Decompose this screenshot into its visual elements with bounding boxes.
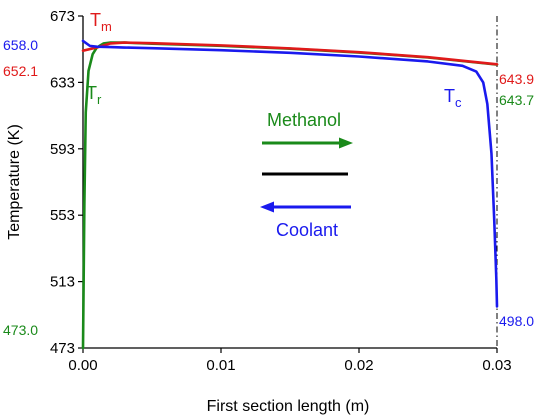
coolant-arrowhead-icon [260, 201, 274, 213]
tr-label-main: T [86, 83, 97, 103]
tm-end-value: 643.9 [499, 71, 534, 87]
y-axis-title: Temperature (K) [6, 124, 23, 240]
y-tick-label: 673 [50, 8, 75, 25]
y-tick-label: 593 [50, 141, 75, 158]
x-axis-title: First section length (m) [207, 398, 370, 415]
y-tick-label: 473 [50, 340, 75, 357]
series-line-tm [81, 41, 499, 66]
tr-start-value: 473.0 [3, 322, 38, 338]
tc-label: Tc [444, 86, 462, 110]
tm-label-sub: m [101, 19, 112, 34]
tr-label-sub: r [97, 92, 102, 107]
y-tick-label: 513 [50, 274, 75, 291]
series-lines [81, 39, 499, 350]
x-tick-label: 0.03 [482, 357, 511, 374]
coolant-label: Coolant [276, 220, 338, 240]
tc-end-value: 498.0 [499, 313, 534, 329]
flow-legend: Methanol Coolant [260, 110, 353, 240]
tr-end-value: 643.7 [499, 92, 534, 108]
tc-start-value: 658.0 [3, 37, 38, 53]
x-axis-ticks: 0.00 0.01 0.02 0.03 [68, 348, 512, 374]
x-tick-label: 0.02 [344, 357, 373, 374]
tc-label-main: T [444, 86, 455, 106]
tm-label-main: T [90, 10, 101, 30]
y-axis-ticks: 473 513 553 593 633 673 [50, 8, 83, 357]
x-tick-label: 0.00 [68, 357, 97, 374]
tr-label: Tr [86, 83, 102, 107]
series-line-tr [81, 41, 499, 350]
tm-label: Tm [90, 10, 112, 34]
tm-start-value: 652.1 [3, 63, 38, 79]
plot-frame [82, 16, 498, 349]
methanol-label: Methanol [267, 110, 341, 130]
series-line-tc [81, 39, 499, 308]
y-tick-label: 553 [50, 207, 75, 224]
methanol-arrowhead-icon [339, 137, 353, 149]
x-tick-label: 0.01 [206, 357, 235, 374]
y-tick-label: 633 [50, 74, 75, 91]
tc-label-sub: c [455, 95, 462, 110]
